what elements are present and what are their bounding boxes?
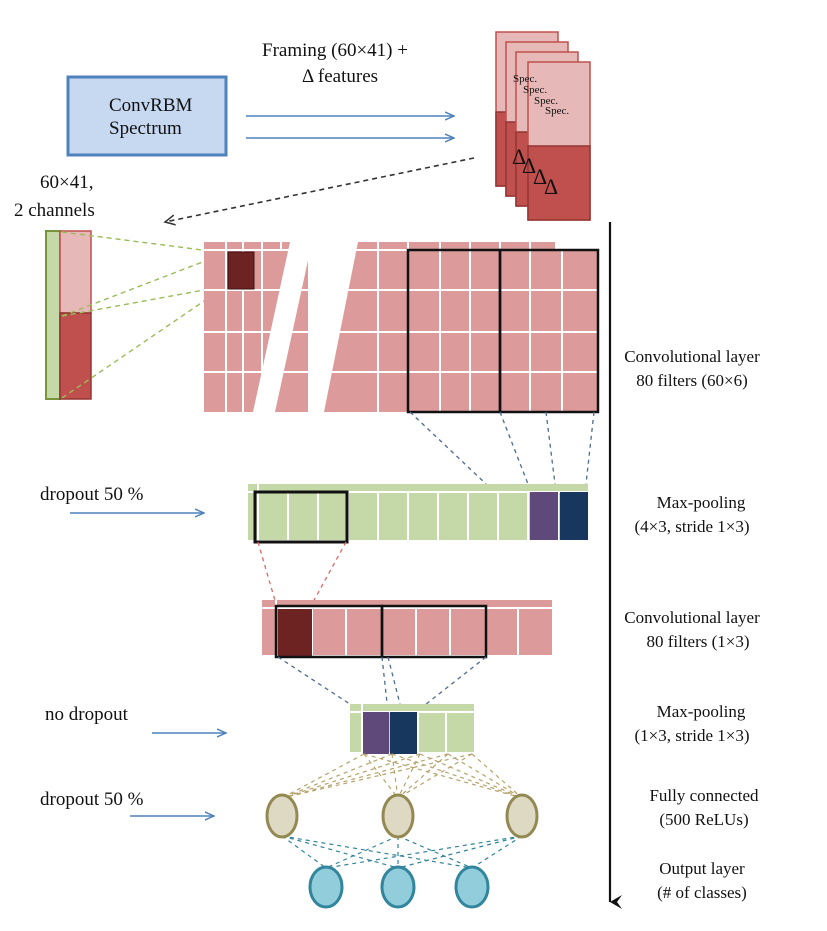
pool1-label-line2: (4×3, stride 1×3) bbox=[634, 517, 749, 536]
convrbm-label-line2: Spectrum bbox=[109, 118, 182, 139]
conv1-label-line1: Convolutional layer bbox=[624, 347, 760, 366]
conv1-right-block bbox=[324, 242, 600, 414]
output-label-line2: (# of classes) bbox=[657, 883, 747, 902]
output-node bbox=[380, 865, 416, 909]
conv1-label-line2: 80 filters (60×6) bbox=[636, 371, 748, 390]
fc-output-connections bbox=[281, 835, 523, 869]
spec-label: Spec. bbox=[523, 84, 547, 96]
conv2-pool2-projection bbox=[277, 656, 487, 713]
frame-stack: Spec. Spec. Spec. Spec. Δ Δ Δ Δ bbox=[495, 31, 591, 221]
input-shape-line2: 2 channels bbox=[14, 200, 95, 221]
fc-nodes bbox=[265, 793, 539, 839]
output-node bbox=[454, 865, 490, 909]
spec-label: Spec. bbox=[534, 95, 558, 107]
pool1-feature-map bbox=[248, 484, 588, 544]
framing-arrows bbox=[246, 116, 454, 138]
framing-label-line1: Framing (60×41) + bbox=[262, 40, 408, 61]
conv1-pool-projection bbox=[409, 411, 595, 485]
conv2-label-line2: 80 filters (1×3) bbox=[646, 632, 749, 651]
spec-label: Spec. bbox=[545, 105, 569, 117]
convrbm-label-line1: ConvRBM bbox=[109, 95, 193, 116]
fc-node bbox=[265, 793, 299, 839]
output-node bbox=[308, 865, 344, 909]
layer-labels: Convolutional layer 80 filters (60×6) Ma… bbox=[624, 347, 760, 902]
conv1-left-block bbox=[204, 242, 312, 412]
dropout-label-1: dropout 50 % bbox=[40, 484, 144, 505]
pool1-conv2-projection bbox=[257, 541, 347, 605]
framing-label-line2: Δ features bbox=[302, 66, 378, 87]
delta-glyph: Δ bbox=[512, 144, 526, 169]
output-nodes bbox=[308, 865, 490, 909]
spec-label: Spec. bbox=[513, 73, 537, 85]
frame-to-input-arrow bbox=[165, 157, 475, 222]
delta-glyph: Δ bbox=[544, 174, 558, 199]
input-patch bbox=[45, 230, 92, 400]
fc-node bbox=[381, 793, 415, 839]
conv2-feature-map bbox=[262, 600, 552, 659]
fc-label-line2: (500 ReLUs) bbox=[659, 810, 748, 829]
output-label-line1: Output layer bbox=[659, 859, 745, 878]
pool2-feature-map bbox=[350, 704, 474, 754]
frame-card bbox=[527, 61, 591, 221]
no-dropout-label: no dropout bbox=[45, 704, 129, 725]
convrbm-spectrum-box: ConvRBM Spectrum bbox=[66, 75, 228, 157]
dropout-label-2: dropout 50 % bbox=[40, 789, 144, 810]
pool2-label-line1: Max-pooling bbox=[657, 702, 746, 721]
fc-node bbox=[505, 793, 539, 839]
pool2-label-line2: (1×3, stride 1×3) bbox=[634, 726, 749, 745]
delta-glyph: Δ bbox=[522, 153, 536, 178]
fc-label-line1: Fully connected bbox=[649, 786, 759, 805]
conv2-label-line1: Convolutional layer bbox=[624, 608, 760, 627]
input-projection-lines bbox=[61, 231, 227, 399]
pool2-fc-connections bbox=[281, 753, 523, 799]
pool1-label-line1: Max-pooling bbox=[657, 493, 746, 512]
conv1-feature-map bbox=[204, 242, 600, 414]
delta-glyph: Δ bbox=[533, 164, 547, 189]
input-shape-line1: 60×41, bbox=[40, 172, 93, 193]
